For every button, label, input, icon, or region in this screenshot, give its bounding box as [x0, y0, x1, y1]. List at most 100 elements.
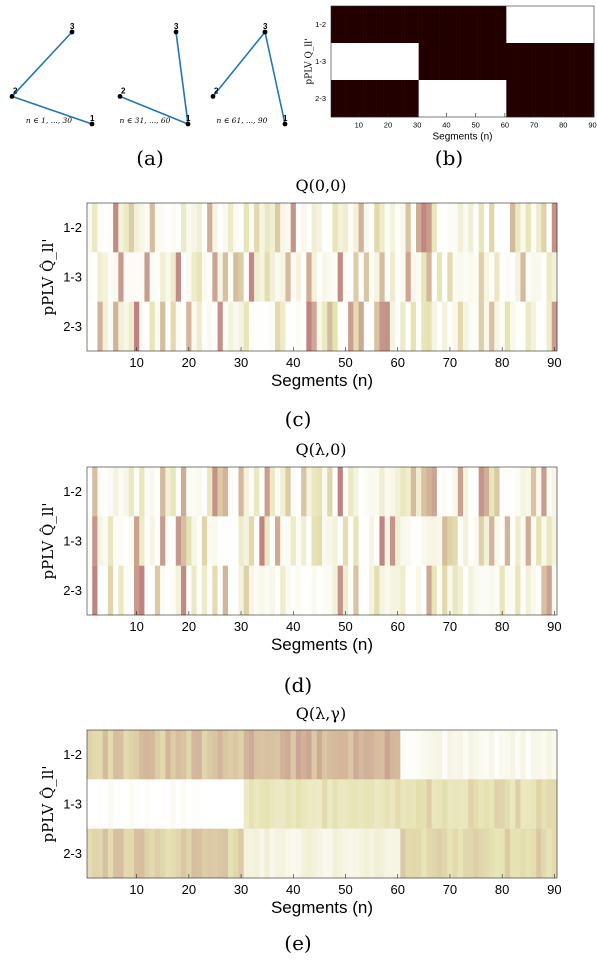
heat-cell: [515, 301, 521, 352]
heat-cell: [483, 467, 490, 517]
heat-cell: [275, 301, 281, 352]
heat-cell: [113, 516, 119, 566]
heat-cell: [358, 828, 365, 879]
heat-cell: [327, 467, 333, 517]
heat-cell: [360, 6, 364, 44]
x-tick-label: 20: [182, 619, 196, 634]
heat-cell: [431, 779, 438, 829]
heat-cell: [92, 828, 98, 879]
heat-cell: [482, 80, 487, 118]
heat-cell: [228, 828, 234, 879]
heat-cell: [436, 252, 443, 302]
heat-cell: [342, 43, 346, 81]
heat-cell: [567, 43, 571, 81]
x-tick-label: 90: [547, 355, 561, 370]
heat-cell: [468, 301, 474, 352]
heat-cell: [525, 828, 532, 879]
heat-cell: [510, 779, 516, 829]
heat-cell: [191, 467, 197, 517]
heat-cell: [426, 565, 432, 616]
x-tick-label: 80: [495, 619, 509, 634]
row-label: 1-2: [63, 747, 82, 762]
heat-cell: [113, 565, 119, 616]
heat-cell: [406, 80, 411, 118]
heat-cell: [489, 730, 495, 780]
heat-cell: [134, 828, 140, 879]
heat-cell: [468, 80, 472, 118]
heat-cell: [462, 43, 466, 81]
heat-cell: [426, 779, 432, 829]
heat-cell: [416, 779, 422, 829]
heat-cell: [395, 80, 399, 118]
heat-cell: [222, 828, 229, 879]
heat-cell: [442, 80, 446, 118]
heat-cell: [504, 516, 511, 566]
heat-cell: [485, 43, 490, 81]
graph-edge: [11, 95, 93, 125]
heat-cell: [525, 252, 532, 302]
heat-cell: [442, 779, 448, 829]
heat-cell: [217, 779, 224, 829]
heat-cell: [564, 80, 568, 118]
heat-cell: [228, 565, 234, 616]
heat-cell: [551, 467, 558, 517]
heat-cell: [139, 779, 145, 829]
heat-cell: [444, 43, 449, 81]
heat-cell: [436, 730, 443, 780]
heat-cell: [561, 43, 566, 81]
heat-cell: [431, 467, 438, 517]
heat-cell: [380, 80, 384, 118]
heat-cell: [165, 730, 171, 780]
heat-cell: [405, 252, 412, 302]
heat-cell: [536, 301, 542, 352]
heat-cell: [212, 828, 218, 879]
graph-node: [210, 94, 216, 99]
heat-cell: [538, 43, 542, 81]
heat-cell: [342, 565, 349, 616]
heat-cell: [175, 730, 182, 780]
heat-cell: [275, 252, 281, 302]
heat-cell: [175, 565, 182, 616]
heat-cell: [217, 828, 224, 879]
x-tick-label: 70: [443, 355, 457, 370]
heat-cell: [113, 779, 119, 829]
heat-cell: [520, 730, 526, 780]
heat-cell: [201, 252, 208, 302]
heat-cell: [547, 80, 551, 118]
node-label: 2: [13, 86, 18, 95]
heat-cell: [520, 828, 526, 879]
heat-cell: [275, 516, 281, 566]
heat-cell: [363, 467, 370, 517]
heat-cell: [217, 516, 224, 566]
heat-cell: [248, 203, 255, 253]
heat-cell: [436, 828, 443, 879]
heat-cell: [544, 43, 548, 81]
heat-cell: [254, 779, 260, 829]
heat-cell: [401, 6, 405, 44]
heat-cell: [515, 779, 521, 829]
heat-cell: [482, 43, 487, 81]
heatmap-c: 1-2 1-3 2-3 10 20 30 40 50 60 70 80 90 Segments (n) p…: [39, 202, 562, 390]
heat-cell: [383, 43, 387, 81]
heat-cell: [369, 828, 375, 879]
heat-cell: [123, 565, 130, 616]
heat-cell: [196, 516, 203, 566]
heat-cell: [181, 252, 187, 302]
heat-cell: [410, 828, 417, 879]
heat-cell: [280, 516, 286, 566]
heat-cell: [128, 730, 135, 780]
heat-cell: [366, 80, 370, 118]
heat-cell: [332, 252, 338, 302]
heat-cell: [406, 43, 411, 81]
heat-cell: [386, 80, 390, 118]
heat-cell: [332, 467, 338, 517]
heat-cell: [520, 203, 526, 253]
heat-cell: [405, 301, 412, 352]
heat-cell: [337, 301, 344, 352]
heat-cell: [526, 6, 531, 44]
x-tick-label: 10: [129, 882, 143, 897]
heat-cell: [433, 6, 437, 44]
heat-cell: [489, 828, 495, 879]
heat-cell: [295, 252, 302, 302]
graph-node: [89, 121, 95, 127]
